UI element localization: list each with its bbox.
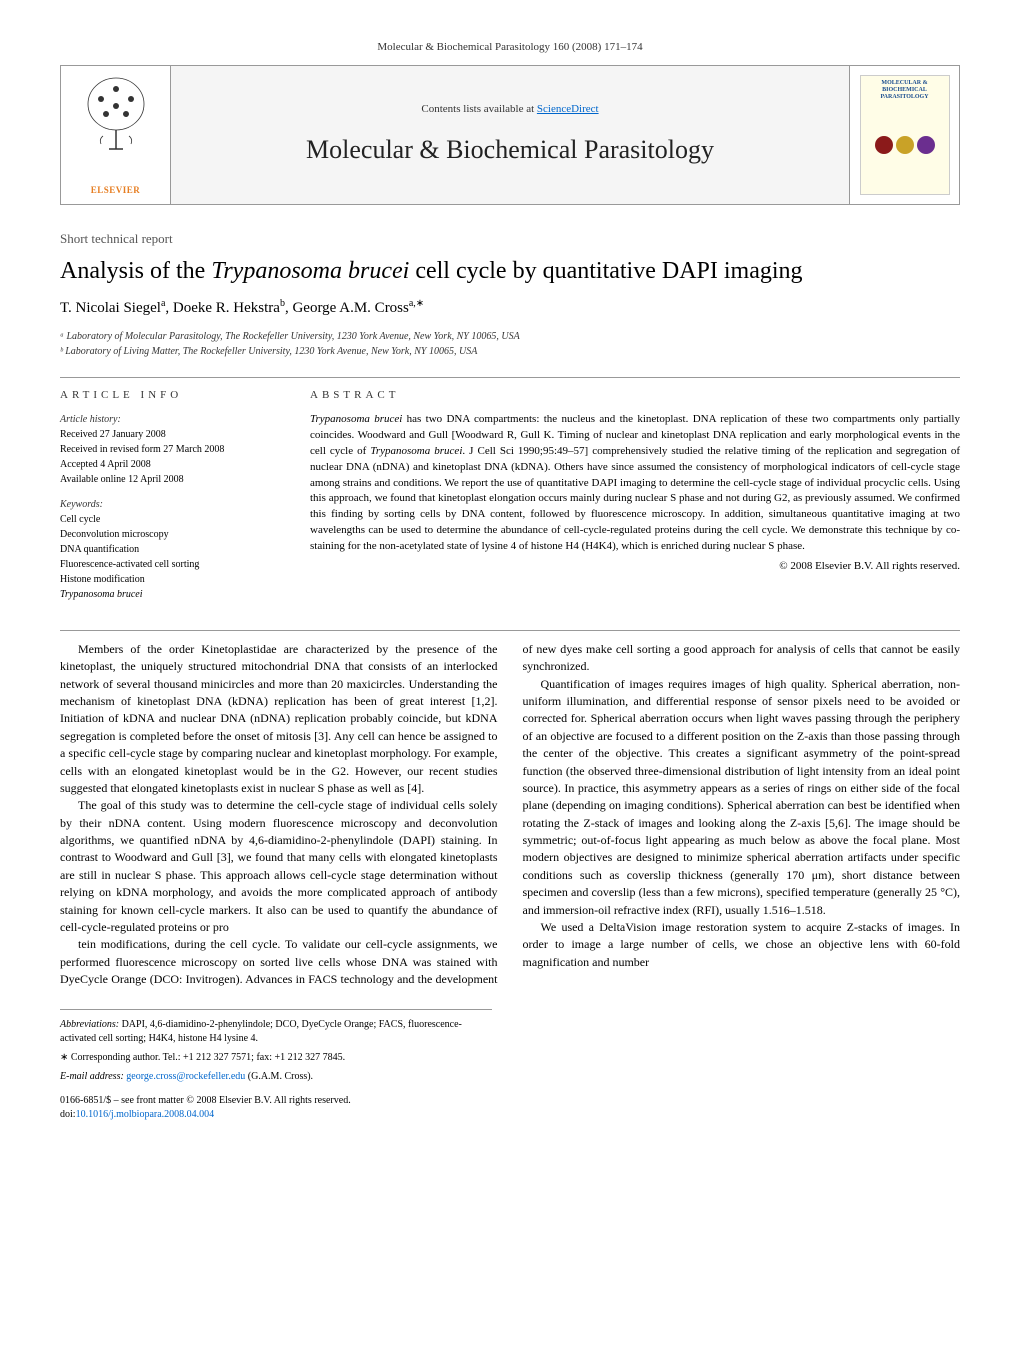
author: Doeke R. Hekstra [173, 300, 280, 316]
body-paragraph: Members of the order Kinetoplastidae are… [60, 641, 498, 798]
footer: Abbreviations: DAPI, 4,6-diamidino-2-phe… [60, 1009, 492, 1122]
info-heading: article info [60, 388, 280, 403]
keyword: Histone modification [60, 572, 280, 587]
journal-cover-thumb: MOLECULAR & BIOCHEMICAL PARASITOLOGY [860, 75, 950, 195]
keyword: DNA quantification [60, 542, 280, 557]
journal-name: Molecular & Biochemical Parasitology [306, 132, 714, 168]
contents-line: Contents lists available at ScienceDirec… [421, 102, 598, 117]
abstract-species2: Trypanosoma brucei [370, 445, 462, 457]
article-type: Short technical report [60, 230, 960, 248]
keywords-block: Keywords: Cell cycle Deconvolution micro… [60, 497, 280, 602]
keyword: Trypanosoma brucei [60, 587, 280, 602]
article-info: article info Article history: Received 2… [60, 388, 280, 611]
divider [60, 630, 960, 631]
cover-dot [917, 136, 935, 154]
history-label: Article history: [60, 412, 280, 427]
email-link[interactable]: george.cross@rockefeller.edu [126, 1071, 245, 1082]
affiliations: ᵃ Laboratory of Molecular Parasitology, … [60, 329, 960, 359]
accepted-date: Accepted 4 April 2008 [60, 457, 280, 472]
running-header: Molecular & Biochemical Parasitology 160… [60, 40, 960, 55]
email-post: (G.A.M. Cross). [245, 1071, 313, 1082]
banner-right: MOLECULAR & BIOCHEMICAL PARASITOLOGY [849, 66, 959, 204]
cover-title: MOLECULAR & BIOCHEMICAL PARASITOLOGY [865, 80, 945, 100]
info-abstract-row: article info Article history: Received 2… [60, 388, 960, 611]
article-title: Analysis of the Trypanosoma brucei cell … [60, 257, 960, 286]
authors: T. Nicolai Siegela, Doeke R. Hekstrab, G… [60, 297, 960, 319]
email-label: E-mail address: [60, 1071, 126, 1082]
contents-prefix: Contents lists available at [421, 103, 536, 115]
body-paragraph: Quantification of images requires images… [523, 676, 961, 919]
elsevier-logo-text: ELSEVIER [91, 184, 141, 197]
cover-dot [896, 136, 914, 154]
title-pre: Analysis of the [60, 258, 211, 284]
corresponding-author: ∗ Corresponding author. Tel.: +1 212 327… [60, 1051, 492, 1065]
abstract-body2: . J Cell Sci 1990;95:49–57] comprehensiv… [310, 445, 960, 553]
body-paragraph: We used a DeltaVision image restoration … [523, 919, 961, 971]
author: T. Nicolai Siegel [60, 300, 161, 316]
author-sup: b [280, 298, 285, 309]
revised-date: Received in revised form 27 March 2008 [60, 442, 280, 457]
banner-middle: Contents lists available at ScienceDirec… [171, 66, 849, 204]
abbrev-text: DAPI, 4,6-diamidino-2-phenylindole; DCO,… [60, 1019, 462, 1044]
sciencedirect-link[interactable]: ScienceDirect [537, 103, 599, 115]
title-species: Trypanosoma brucei [211, 258, 409, 284]
email-line: E-mail address: george.cross@rockefeller… [60, 1070, 492, 1084]
keyword: Fluorescence-activated cell sorting [60, 557, 280, 572]
author-sup: a,∗ [409, 298, 424, 309]
cover-image [875, 100, 935, 190]
abstract: abstract Trypanosoma brucei has two DNA … [310, 388, 960, 611]
article-history: Article history: Received 27 January 200… [60, 412, 280, 487]
author-sup: a [161, 298, 165, 309]
affiliation-b: ᵇ Laboratory of Living Matter, The Rocke… [60, 344, 960, 359]
abbreviations: Abbreviations: DAPI, 4,6-diamidino-2-phe… [60, 1018, 492, 1046]
body-text: Members of the order Kinetoplastidae are… [60, 641, 960, 989]
abstract-heading: abstract [310, 388, 960, 403]
title-post: cell cycle by quantitative DAPI imaging [409, 258, 802, 284]
journal-banner: ELSEVIER Contents lists available at Sci… [60, 65, 960, 205]
keyword: Cell cycle [60, 512, 280, 527]
affiliation-a: ᵃ Laboratory of Molecular Parasitology, … [60, 329, 960, 344]
doi-prefix: doi: [60, 1109, 76, 1120]
elsevier-tree-icon [81, 74, 151, 154]
abstract-text: Trypanosoma brucei has two DNA compartme… [310, 412, 960, 555]
doi-link[interactable]: 10.1016/j.molbiopara.2008.04.004 [76, 1109, 215, 1120]
body-paragraph: The goal of this study was to determine … [60, 797, 498, 936]
keywords-label: Keywords: [60, 497, 280, 512]
keyword: Deconvolution microscopy [60, 527, 280, 542]
abbrev-label: Abbreviations: [60, 1019, 119, 1030]
abstract-copyright: © 2008 Elsevier B.V. All rights reserved… [310, 559, 960, 574]
abstract-species: Trypanosoma brucei [310, 413, 402, 425]
online-date: Available online 12 April 2008 [60, 472, 280, 487]
divider [60, 377, 960, 378]
footer-copyright: 0166-6851/$ – see front matter © 2008 El… [60, 1094, 492, 1108]
cover-dot [875, 136, 893, 154]
received-date: Received 27 January 2008 [60, 427, 280, 442]
banner-left: ELSEVIER [61, 66, 171, 204]
doi-line: doi:10.1016/j.molbiopara.2008.04.004 [60, 1108, 492, 1122]
author: George A.M. Cross [292, 300, 408, 316]
